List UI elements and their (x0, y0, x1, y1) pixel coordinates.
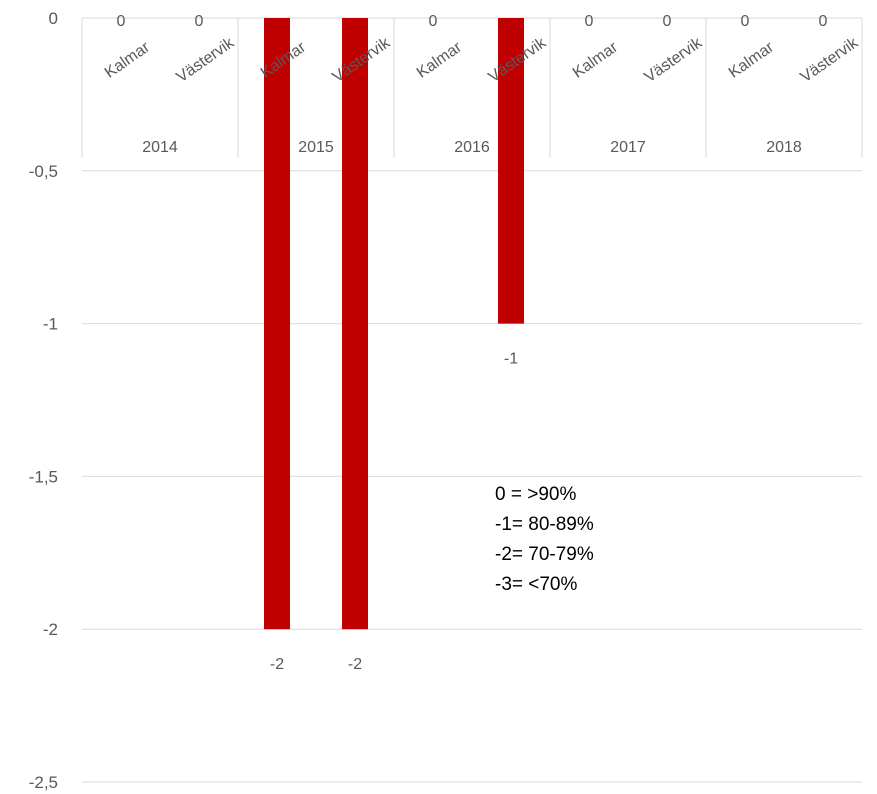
y-tick-label: 0 (49, 9, 58, 28)
category-label: Kalmar (726, 38, 778, 81)
data-label: 0 (741, 13, 750, 30)
category-labels: Kalmar Västervik Kalmar Västervik Kalmar Väst… (102, 34, 862, 86)
data-label: 0 (819, 13, 828, 30)
data-label: 0 (117, 13, 126, 30)
annotation-line: -3= <70% (495, 574, 577, 595)
category-label: Kalmar (102, 38, 154, 81)
y-tick-label: -1 (43, 315, 58, 334)
category-label: Västervik (798, 34, 862, 86)
year-labels: 2014 2015 2016 2017 2018 (142, 139, 802, 156)
bar (342, 18, 368, 630)
bar (498, 18, 524, 324)
category-label: Västervik (174, 34, 238, 86)
data-label: 0 (663, 13, 672, 30)
year-label: 2014 (142, 139, 178, 156)
y-tick-label: -1,5 (29, 467, 58, 486)
category-dividers (81, 18, 863, 158)
annotation-line: 0 = >90% (495, 484, 576, 505)
year-label: 2018 (766, 139, 802, 156)
bar (264, 18, 290, 630)
annotation-box: 0 = >90% -1= 80-89% -2= 70-79% -3= <70% (495, 484, 594, 595)
y-tick-label: -0,5 (29, 162, 58, 181)
year-label: 2017 (610, 139, 646, 156)
year-label: 2016 (454, 139, 490, 156)
category-label: Kalmar (570, 38, 622, 81)
data-label: 0 (195, 13, 204, 30)
annotation-line: -2= 70-79% (495, 544, 594, 565)
data-label: -2 (270, 656, 284, 673)
y-tick-label: -2 (43, 620, 58, 639)
bars (264, 18, 524, 630)
gridlines (82, 17, 862, 783)
category-label: Kalmar (414, 38, 466, 81)
y-tick-label: -2,5 (29, 773, 58, 792)
annotation-line: -1= 80-89% (495, 514, 594, 535)
year-label: 2015 (298, 139, 334, 156)
category-label: Västervik (642, 34, 706, 86)
data-label: -2 (348, 656, 362, 673)
data-label: 0 (429, 13, 438, 30)
data-label: -1 (504, 351, 518, 368)
data-label: 0 (585, 13, 594, 30)
y-axis-tick-labels: 0 -0,5 -1 -1,5 -2 -2,5 (29, 9, 58, 792)
data-labels: 0 0 -2 -2 0 -1 0 0 0 0 (117, 13, 828, 673)
